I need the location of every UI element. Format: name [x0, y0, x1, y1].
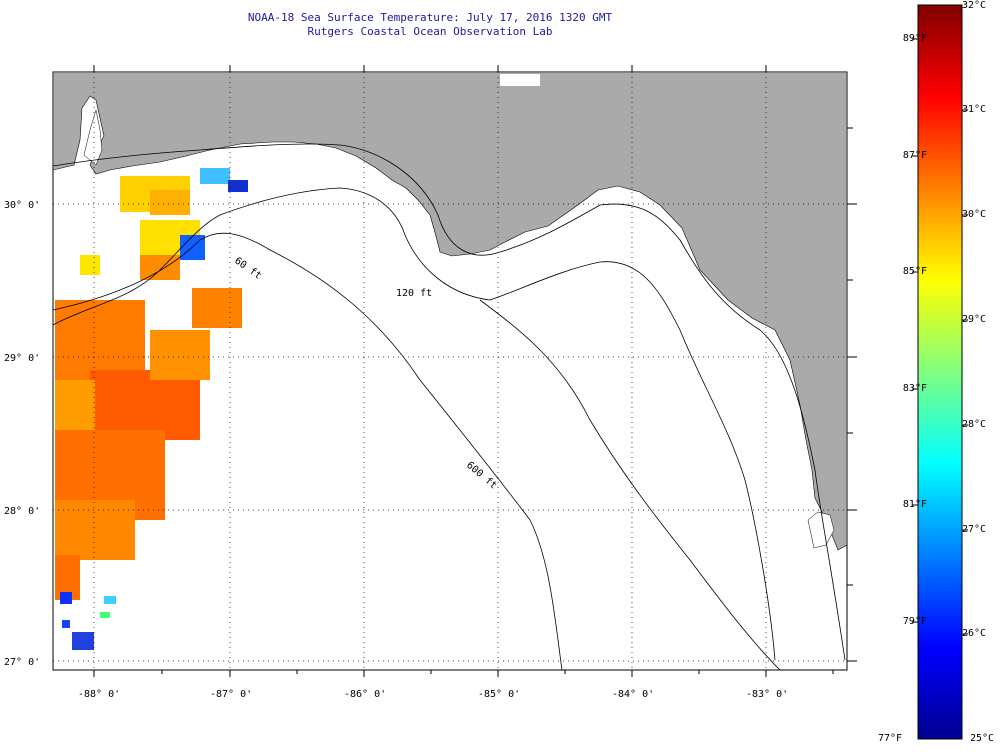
- colorbar: [917, 4, 963, 740]
- colorbar-label-f: 89°F: [902, 33, 927, 44]
- colorbar-label-c: 27°C: [962, 524, 987, 535]
- map-subtitle: Rutgers Coastal Ocean Observation Lab: [307, 25, 553, 38]
- lon-label: -86° 0': [344, 689, 386, 700]
- lat-label: 27° 0': [4, 657, 40, 668]
- contour-120ft: [53, 187, 776, 661]
- mobile-bay: [83, 109, 103, 166]
- colorbar-label-f: 87°F: [902, 150, 927, 161]
- frame-ticks: [93, 65, 857, 677]
- tampa-bay: [807, 511, 835, 549]
- colorbar-label-f: 85°F: [902, 266, 927, 277]
- map-title: NOAA-18 Sea Surface Temperature: July 17…: [247, 11, 613, 24]
- lon-label: -83° 0': [746, 689, 788, 700]
- colorbar-label-f: 83°F: [902, 383, 927, 394]
- colorbar-label-c: 29°C: [962, 314, 987, 325]
- lat-label: 28° 0': [4, 506, 40, 517]
- lon-label: -84° 0': [612, 689, 654, 700]
- lat-label: 30° 0': [4, 200, 40, 211]
- lon-label: -88° 0': [78, 689, 120, 700]
- lat-label: 29° 0': [4, 353, 40, 364]
- colorbar-label-f: 81°F: [902, 499, 927, 510]
- colorbar-label-c: 30°C: [962, 209, 987, 220]
- sst-data-patches: [55, 168, 248, 650]
- colorbar-label-c: 26°C: [962, 628, 987, 639]
- colorbar-label-c: 31°C: [962, 104, 987, 115]
- contour-deep: [479, 299, 781, 670]
- colorbar-label-f: 77°F: [878, 733, 903, 744]
- lon-label: -87° 0': [210, 689, 252, 700]
- colorbar-label-c: 28°C: [962, 419, 987, 430]
- contour-label-120: 120 ft: [396, 288, 432, 299]
- contour-600ft: [53, 232, 563, 670]
- inland-lake: [500, 74, 540, 86]
- colorbar-label-c: 25°C: [970, 733, 995, 744]
- contour-60ft: [53, 143, 846, 661]
- colorbar-label-f: 79°F: [902, 616, 927, 627]
- lon-label: -85° 0': [478, 689, 520, 700]
- depth-contours: [53, 143, 846, 670]
- colorbar-label-c: 32°C: [962, 0, 987, 11]
- colorbar-ticks: [912, 38, 968, 635]
